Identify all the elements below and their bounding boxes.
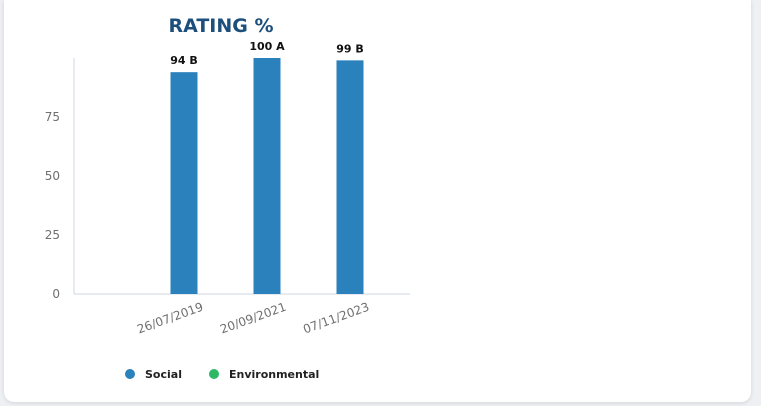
bar-data-label: 99 B: [336, 42, 364, 55]
rating-chart: RATING % 0 25 50 75 94 B 100 A 99 B 26/07/201…: [45, 15, 410, 381]
y-tick-label: 25: [45, 228, 60, 242]
y-tick-label: 0: [52, 287, 60, 301]
x-tick-label: 20/09/2021: [218, 300, 288, 337]
x-tick-label: 26/07/2019: [135, 300, 205, 337]
bar[interactable]: [170, 72, 198, 294]
legend-item[interactable]: Environmental: [209, 368, 319, 381]
bar[interactable]: [336, 60, 364, 294]
bar-data-label: 94 B: [170, 54, 198, 67]
chart-title: RATING %: [168, 15, 273, 37]
legend-label: Environmental: [229, 368, 319, 381]
y-tick-label: 50: [45, 169, 60, 183]
legend-marker-icon: [125, 369, 135, 379]
bar[interactable]: [253, 58, 281, 294]
legend-label: Social: [145, 368, 182, 381]
chart-card: RATING % 0 25 50 75 94 B 100 A 99 B 26/07/201…: [4, 0, 751, 402]
y-tick-label: 75: [45, 110, 60, 124]
bar-data-label: 100 A: [249, 40, 285, 53]
legend-item[interactable]: Social: [125, 368, 182, 381]
x-tick-label: 07/11/2023: [301, 300, 371, 337]
legend-marker-icon: [209, 369, 219, 379]
